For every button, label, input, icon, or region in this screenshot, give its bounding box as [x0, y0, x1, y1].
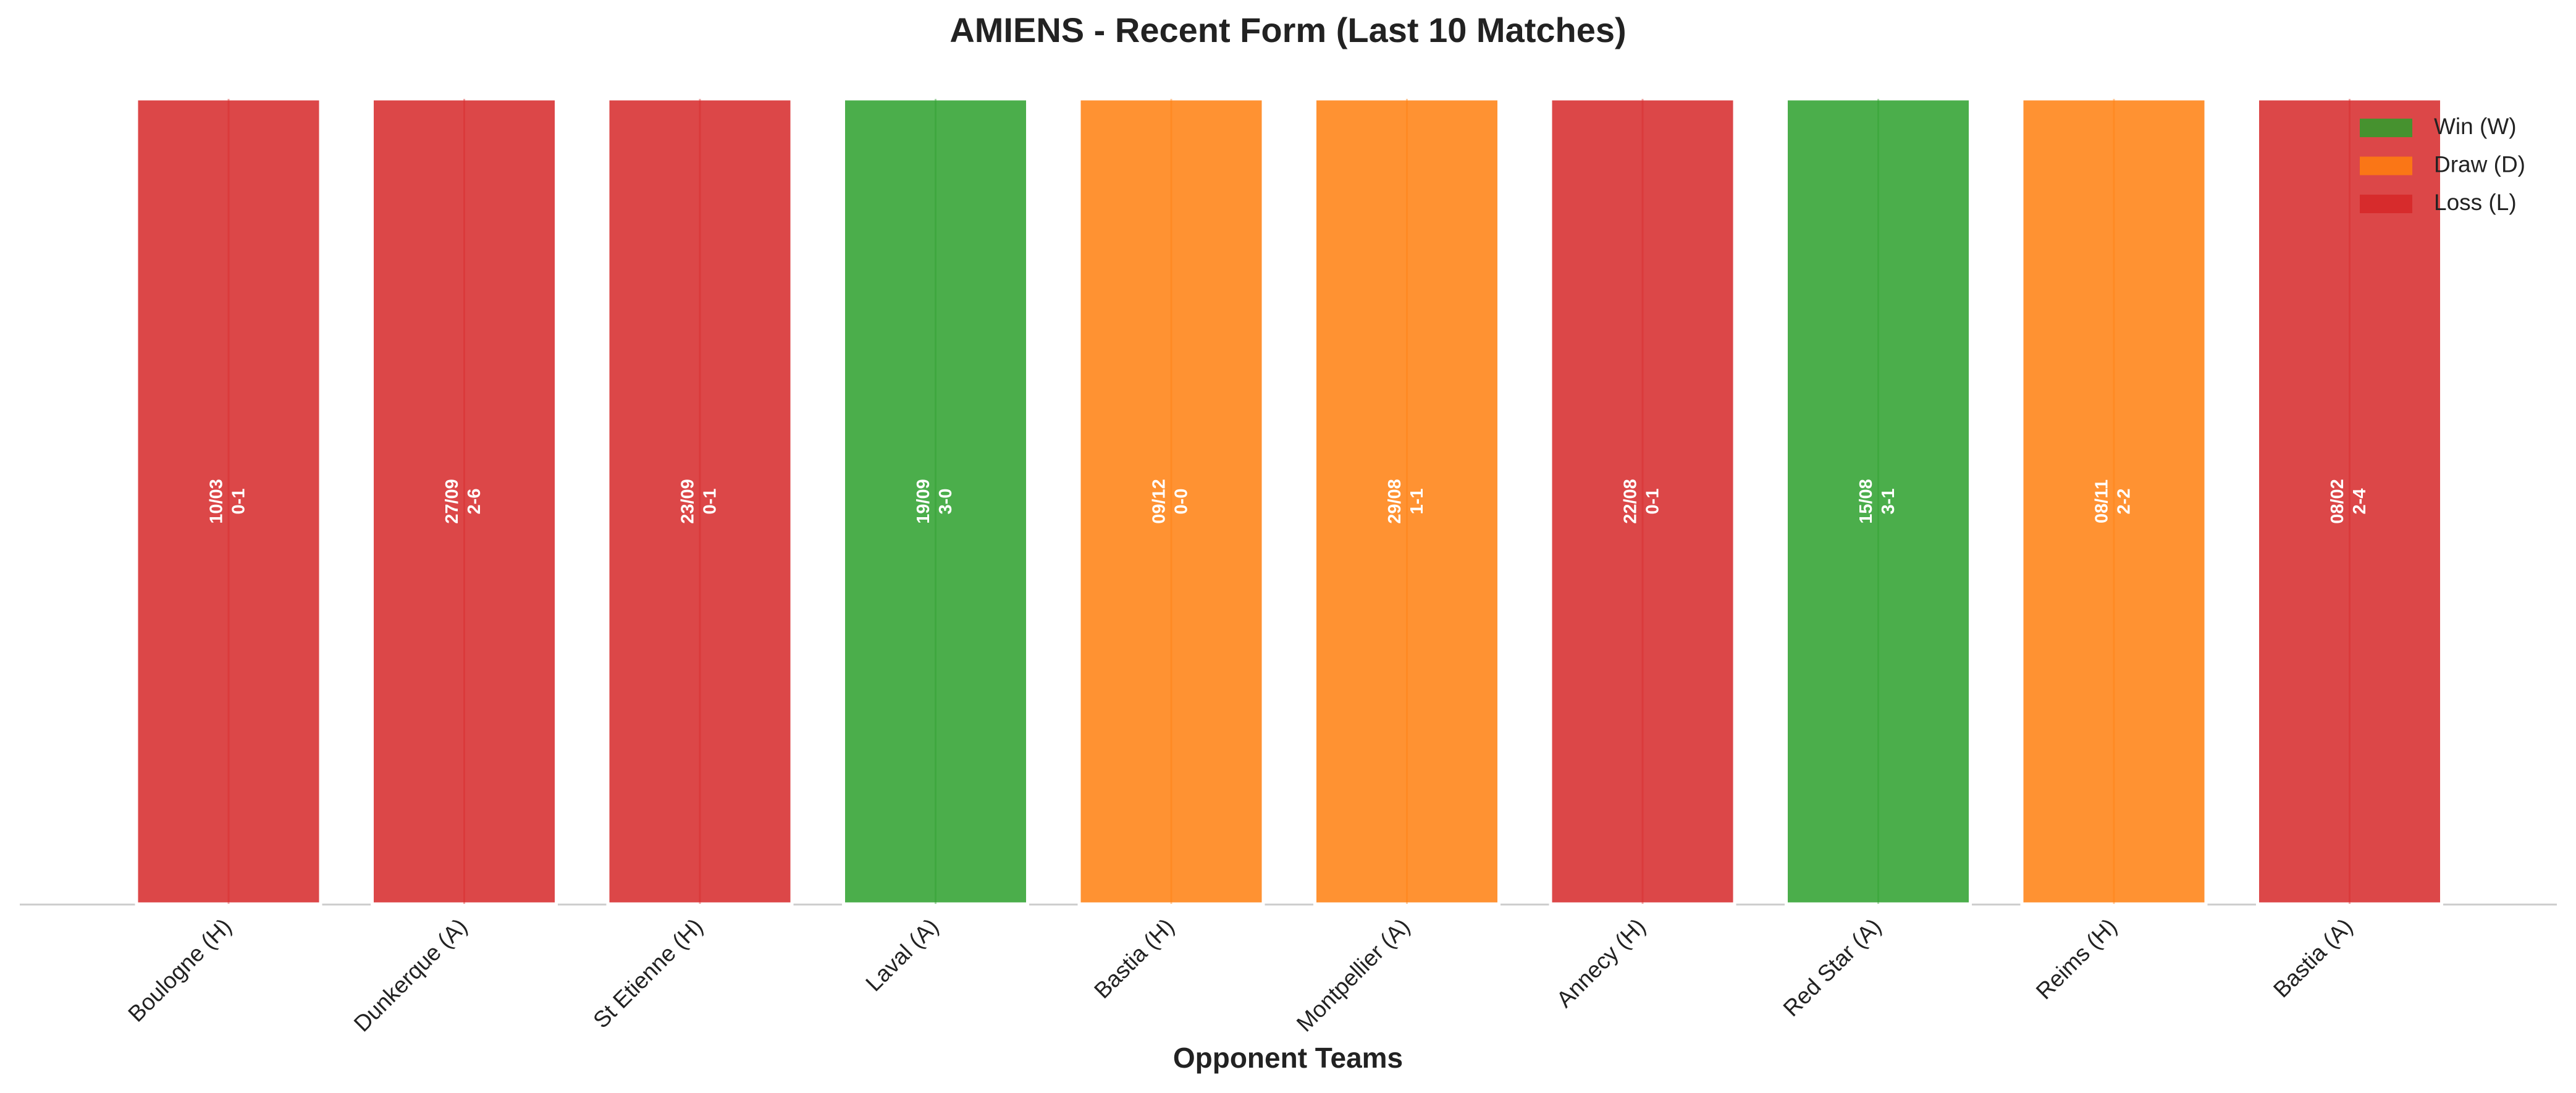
x-tick-label: Bastia (A) [2268, 914, 2357, 1003]
bar [2256, 97, 2443, 906]
bar-date-label: 09/12 [1150, 479, 1169, 524]
bar-date-label: 29/08 [1385, 479, 1405, 524]
chart-title: AMIENS - Recent Form (Last 10 Matches) [949, 11, 1626, 49]
bar [1549, 97, 1736, 906]
x-tick-label: Boulogne (H) [123, 914, 236, 1027]
x-axis-label: Opponent Teams [1173, 1042, 1403, 1074]
bar [135, 97, 322, 906]
bar-date-label: 27/09 [442, 479, 462, 524]
bar-date-label: 23/09 [678, 479, 698, 524]
legend-swatch [2360, 195, 2412, 213]
x-tick-label: Dunkerque (A) [349, 914, 472, 1037]
x-tick-label: Reims (H) [2031, 914, 2122, 1005]
bar-score-label: 1-1 [1407, 489, 1427, 515]
bar-score-label: 0-1 [229, 489, 249, 515]
bar-date-label: 08/11 [2092, 479, 2112, 523]
bar [842, 97, 1029, 906]
bar [1077, 97, 1265, 906]
x-tick-label: Bastia (H) [1089, 914, 1179, 1003]
bar [1313, 97, 1501, 906]
bar-date-label: 10/03 [207, 479, 227, 524]
legend-swatch [2360, 119, 2412, 137]
legend-label: Loss (L) [2434, 190, 2517, 215]
bar [2020, 97, 2208, 906]
x-tick-label: St Etienne (H) [588, 914, 707, 1033]
bar [1785, 97, 1972, 906]
legend-label: Draw (D) [2434, 151, 2525, 177]
x-tick-label: Laval (A) [861, 914, 943, 997]
bar-score-label: 2-4 [2350, 489, 2370, 515]
bar [371, 97, 558, 906]
x-tick-label: Montpellier (A) [1292, 914, 1415, 1037]
legend-label: Win (W) [2434, 114, 2517, 139]
bar-score-label: 0-0 [1172, 489, 1192, 515]
x-tick-label: Annecy (H) [1552, 914, 1651, 1013]
bar-date-label: 19/09 [914, 479, 933, 524]
bar [606, 97, 794, 906]
legend-swatch [2360, 156, 2412, 175]
bar-score-label: 2-2 [2115, 489, 2134, 515]
bar-score-label: 2-6 [465, 489, 484, 515]
bar-score-label: 3-0 [936, 489, 956, 515]
bar-date-label: 22/08 [1621, 479, 1641, 524]
x-tick-label: Red Star (A) [1778, 914, 1886, 1021]
bar-date-label: 15/08 [1856, 479, 1876, 524]
bar-date-label: 08/02 [2328, 479, 2347, 524]
bar-score-label: 0-1 [701, 489, 720, 515]
bar-score-label: 3-1 [1879, 489, 1898, 515]
bar-score-label: 0-1 [1643, 489, 1663, 515]
